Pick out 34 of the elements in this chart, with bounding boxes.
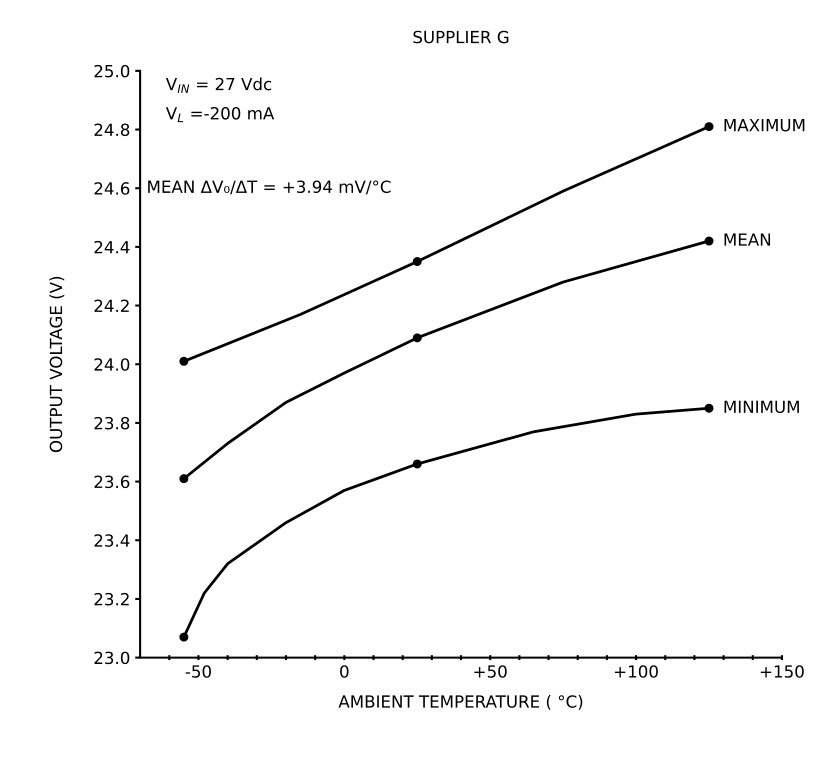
y-tick-label: 24.2 <box>94 300 129 312</box>
point <box>179 356 188 366</box>
y-axis-title: OUTPUT VOLTAGE (V) <box>49 276 64 452</box>
y-tick-label: 23.8 <box>94 416 130 430</box>
point <box>704 236 714 246</box>
point <box>412 333 422 342</box>
series-label: MINIMUM <box>724 400 799 414</box>
annotation: V$_{L}$ =-200 mA <box>166 106 274 122</box>
y-tick-label: 23.4 <box>94 534 130 547</box>
series-label: MAXIMUM <box>724 119 804 132</box>
annotation: MEAN ΔV₀/ΔT = +3.94 mV/°C <box>148 180 391 194</box>
x-tick-label: +100 <box>614 665 658 678</box>
point <box>179 474 188 484</box>
x-tick-label: -50 <box>186 665 211 678</box>
x-tick-label: +50 <box>474 665 507 678</box>
x-axis-title: AMBIENT TEMPERATURE ( °C) <box>338 694 582 710</box>
y-tick-label: 24.0 <box>94 358 130 371</box>
y-tick-label: 23.2 <box>94 592 129 606</box>
series-label: MEAN <box>724 233 770 246</box>
annotation: V$_{IN}$ = 27 Vdc <box>166 77 272 93</box>
y-tick-label: 24.8 <box>94 124 130 136</box>
y-tick-label: 24.6 <box>94 182 130 195</box>
y-tick-label: 24.4 <box>94 240 130 254</box>
point <box>412 459 422 468</box>
point <box>179 632 188 642</box>
x-tick-label: +150 <box>760 665 804 678</box>
point <box>704 404 714 413</box>
chart-title: SUPPLIER G <box>413 30 508 44</box>
y-tick-label: 25.0 <box>94 64 130 78</box>
point <box>412 257 422 266</box>
point <box>704 122 714 132</box>
x-tick-label: 0 <box>340 665 349 678</box>
y-tick-label: 23.0 <box>94 652 130 664</box>
y-tick-label: 23.6 <box>94 476 130 488</box>
